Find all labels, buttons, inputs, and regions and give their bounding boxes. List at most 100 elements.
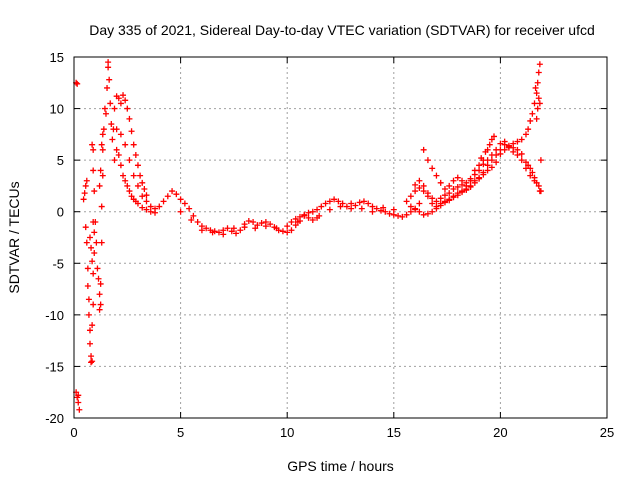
x-tick-label: 0 xyxy=(70,425,77,440)
data-point xyxy=(527,117,534,124)
x-tick-label: 5 xyxy=(177,425,184,440)
data-point xyxy=(403,198,410,205)
data-point xyxy=(181,200,188,207)
data-point xyxy=(497,140,504,147)
data-point xyxy=(480,171,487,178)
data-point xyxy=(501,146,508,153)
data-point xyxy=(450,177,457,184)
data-point xyxy=(420,188,427,195)
data-point xyxy=(90,167,97,174)
data-point xyxy=(139,193,146,200)
data-point xyxy=(122,97,129,104)
data-point xyxy=(88,244,95,251)
data-point xyxy=(254,222,261,229)
data-point xyxy=(99,172,106,179)
data-point xyxy=(99,146,106,153)
data-point xyxy=(143,198,150,205)
data-point xyxy=(505,142,512,149)
data-point xyxy=(399,213,406,220)
data-point xyxy=(305,209,312,216)
data-point xyxy=(416,184,423,191)
data-point xyxy=(152,205,159,212)
data-point xyxy=(89,322,96,329)
data-point xyxy=(97,280,104,287)
data-point xyxy=(484,157,491,164)
data-point xyxy=(190,212,197,219)
data-point xyxy=(488,136,495,143)
data-point xyxy=(89,358,96,365)
data-point xyxy=(525,126,532,133)
data-point xyxy=(454,183,461,190)
data-point xyxy=(536,61,543,68)
data-point xyxy=(476,162,483,169)
data-point xyxy=(113,126,120,133)
data-point xyxy=(378,207,385,214)
data-point xyxy=(510,144,517,151)
data-point xyxy=(416,200,423,207)
data-point xyxy=(75,399,82,406)
data-point xyxy=(437,195,444,202)
data-point xyxy=(169,188,176,195)
data-point xyxy=(535,69,542,76)
data-point xyxy=(90,146,97,153)
data-point xyxy=(476,175,483,182)
data-point xyxy=(536,100,543,107)
data-point xyxy=(535,95,542,102)
data-point xyxy=(522,159,529,166)
data-point xyxy=(514,138,521,145)
data-point xyxy=(91,249,98,256)
data-point xyxy=(88,359,95,366)
data-point xyxy=(412,206,419,213)
data-point xyxy=(134,182,141,189)
data-point xyxy=(416,208,423,215)
y-tick-label: 10 xyxy=(50,102,64,117)
data-point xyxy=(424,190,431,197)
data-point xyxy=(360,198,367,205)
data-point xyxy=(529,110,536,117)
x-tick-label: 10 xyxy=(280,425,294,440)
data-point xyxy=(450,194,457,201)
data-point xyxy=(533,115,540,122)
data-point xyxy=(139,179,146,186)
data-point xyxy=(113,146,120,153)
data-point xyxy=(284,223,291,230)
data-point xyxy=(407,193,414,200)
data-point xyxy=(292,222,299,229)
data-point xyxy=(132,151,139,158)
data-point xyxy=(471,179,478,186)
data-point xyxy=(478,155,485,162)
data-point xyxy=(241,224,248,231)
data-point xyxy=(233,230,240,237)
y-tick-label: 0 xyxy=(57,205,64,220)
data-point xyxy=(74,80,81,87)
data-point xyxy=(220,231,227,238)
data-point xyxy=(518,150,525,157)
data-point xyxy=(209,229,216,236)
data-point xyxy=(514,151,521,158)
data-point xyxy=(267,221,274,228)
data-point xyxy=(424,210,431,217)
data-point xyxy=(348,200,355,207)
data-point xyxy=(305,214,312,221)
data-point xyxy=(76,406,83,413)
data-point xyxy=(215,229,222,236)
data-point xyxy=(514,146,521,153)
data-point xyxy=(491,133,498,140)
x-axis-label: GPS time / hours xyxy=(287,458,394,474)
data-point xyxy=(534,105,541,112)
data-point xyxy=(228,228,235,235)
data-point xyxy=(99,131,106,138)
data-point xyxy=(120,92,127,99)
data-point xyxy=(318,203,325,210)
data-point xyxy=(83,239,90,246)
data-point xyxy=(441,186,448,193)
data-point xyxy=(484,162,491,169)
data-point xyxy=(454,174,461,181)
y-tick-label: -15 xyxy=(45,359,64,374)
data-point xyxy=(188,216,195,223)
data-point xyxy=(518,157,525,164)
data-point xyxy=(273,225,280,232)
data-point xyxy=(531,174,538,181)
data-point xyxy=(137,172,144,179)
data-point xyxy=(348,205,355,212)
